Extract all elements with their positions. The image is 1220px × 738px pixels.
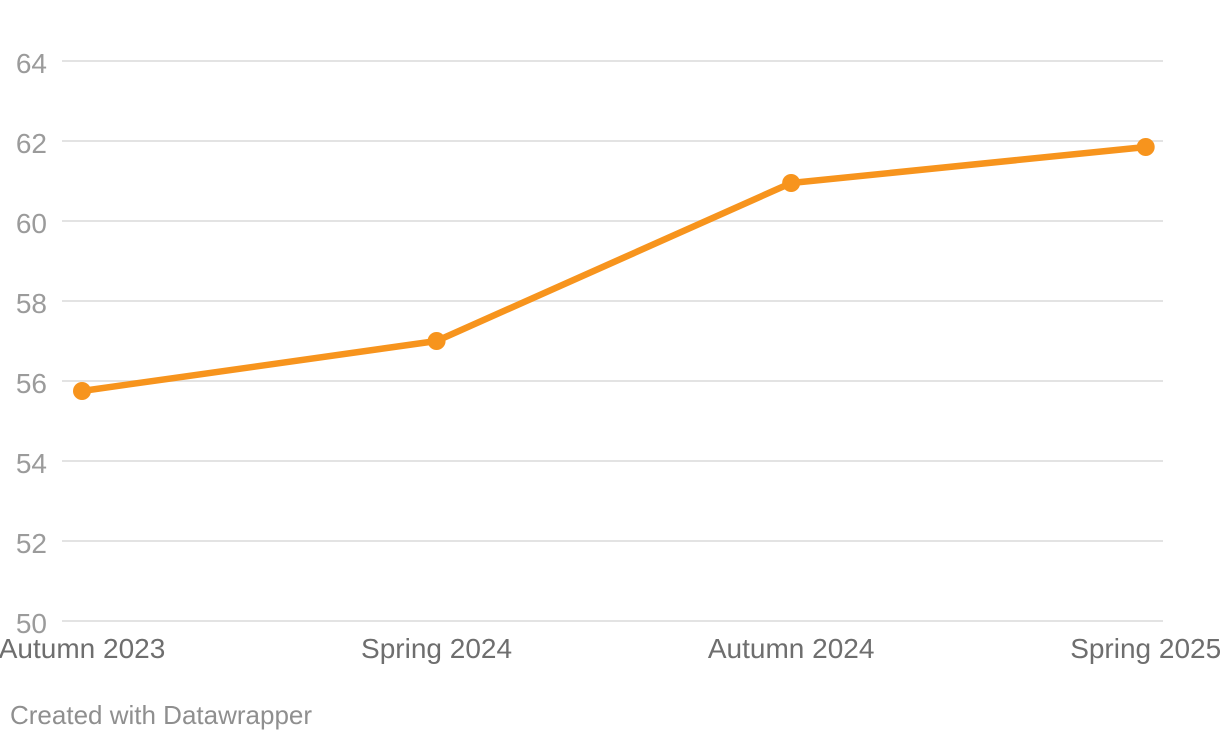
y-axis-tick-label: 54 — [16, 448, 47, 479]
attribution-text: Created with Datawrapper — [10, 700, 313, 730]
data-point[interactable] — [427, 332, 446, 350]
y-axis-tick-label: 50 — [16, 608, 47, 639]
y-axis-tick-label: 58 — [16, 288, 47, 319]
x-axis-tick-label: Autumn 2023 — [0, 633, 165, 664]
data-point[interactable] — [73, 382, 91, 400]
data-point[interactable] — [782, 174, 801, 192]
y-axis-tick-label: 56 — [16, 368, 47, 399]
y-axis-tick-label: 60 — [16, 208, 47, 239]
y-axis-tick-label: 64 — [16, 48, 47, 79]
line-series — [78, 143, 1149, 395]
y-axis-tick-label: 62 — [16, 128, 47, 159]
y-axis-tick-label: 52 — [16, 528, 47, 559]
x-axis-tick-label: Autumn 2024 — [708, 633, 875, 664]
data-point[interactable] — [1136, 138, 1155, 156]
x-axis-tick-label: Spring 2025 — [1070, 633, 1220, 664]
x-axis-tick-label: Spring 2024 — [361, 633, 512, 664]
